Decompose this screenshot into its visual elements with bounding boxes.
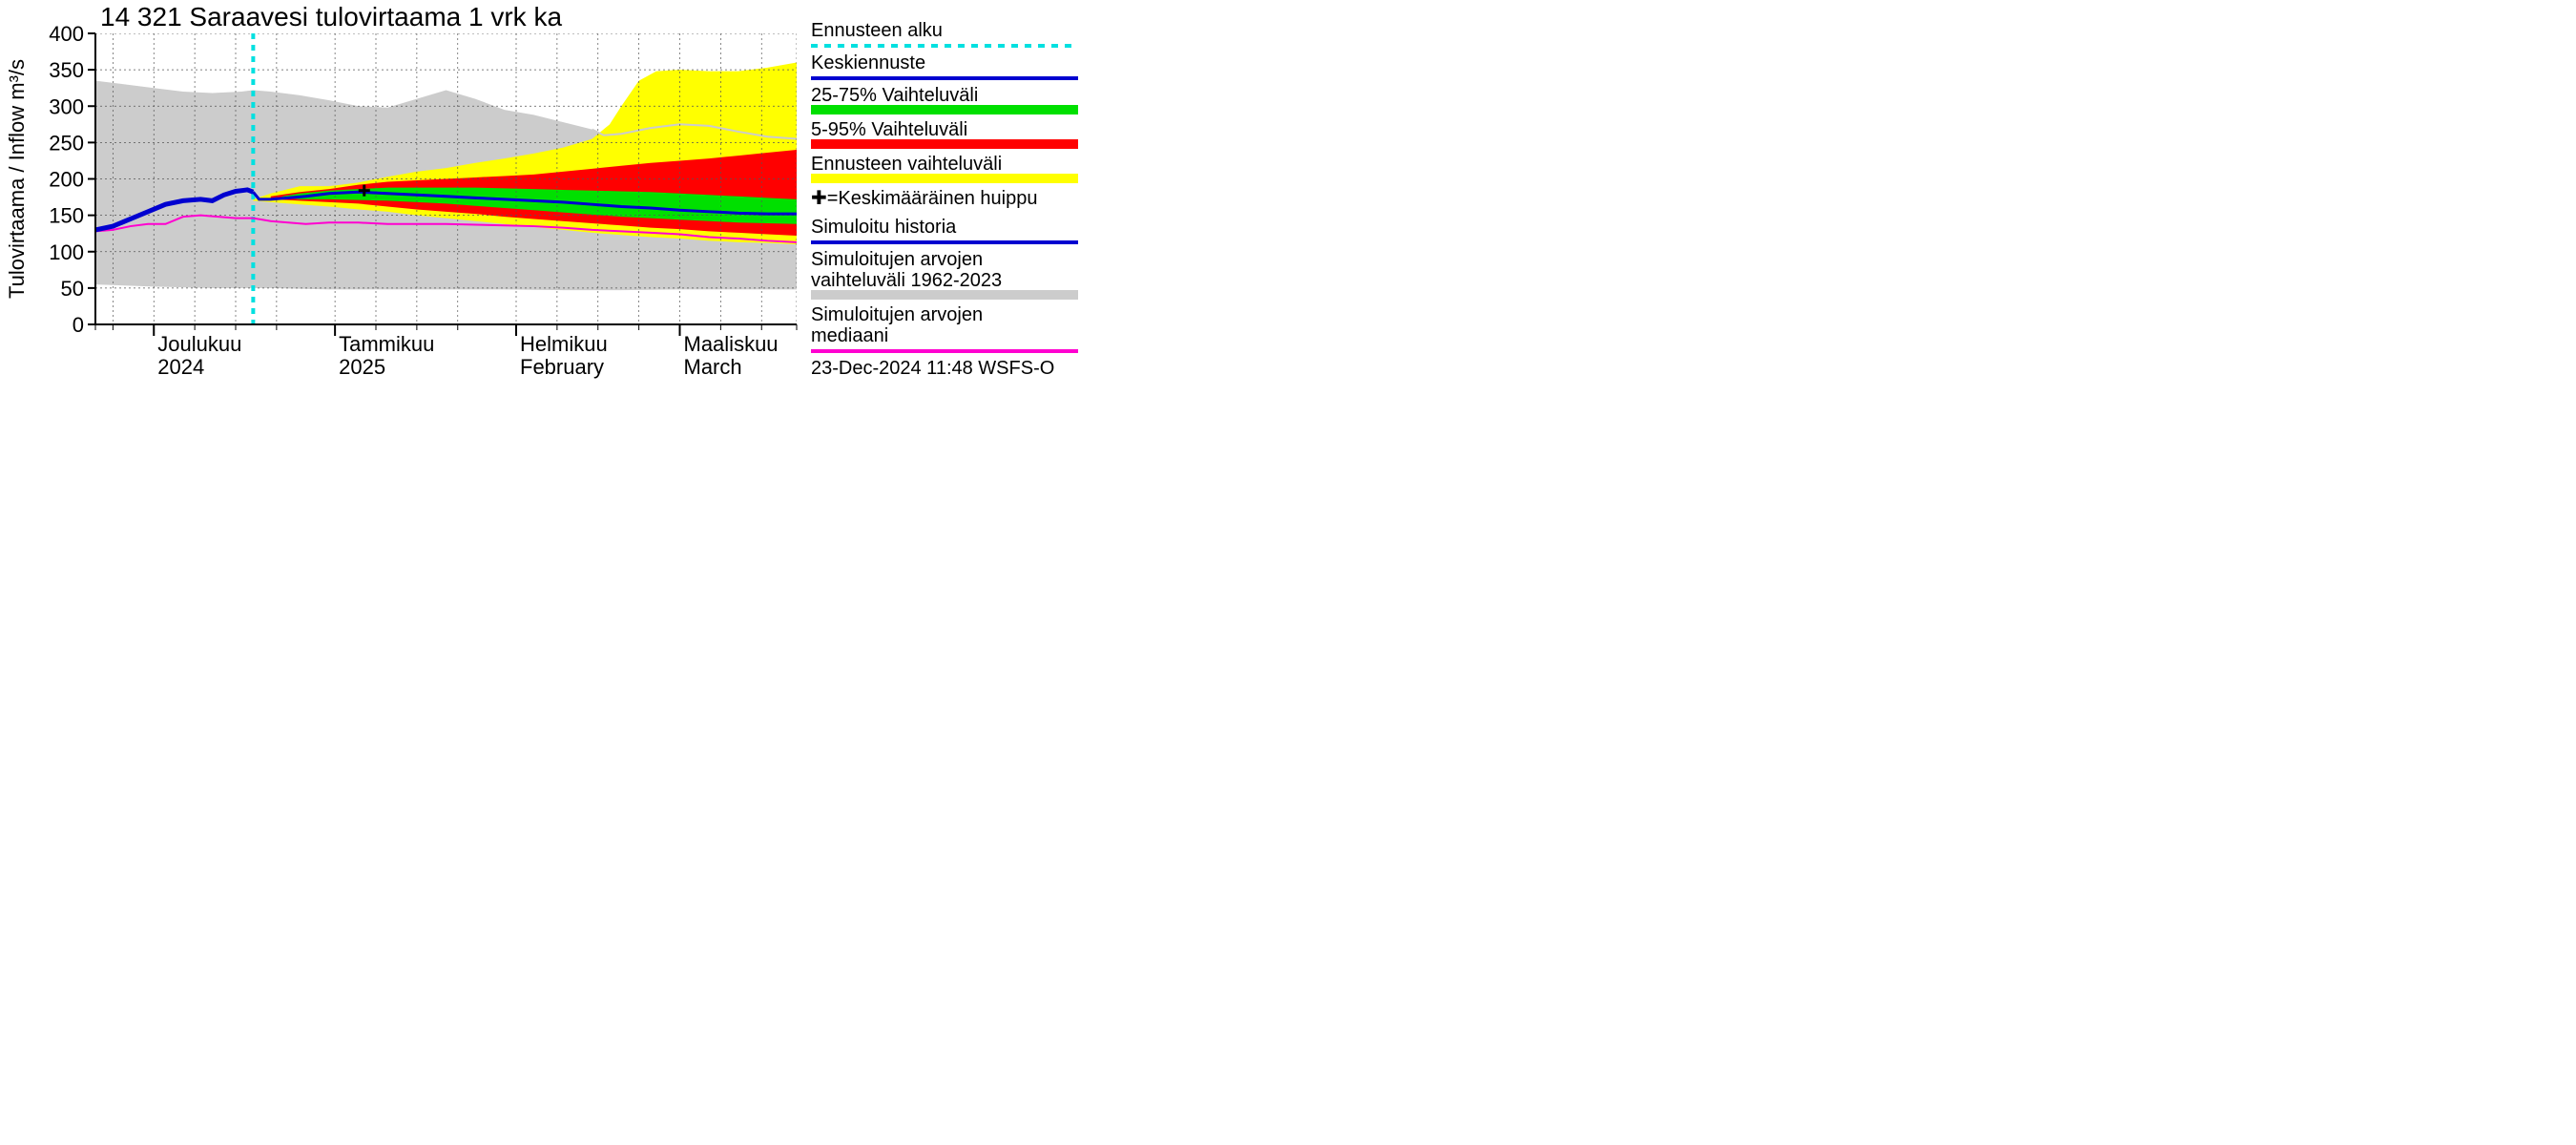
legend-label: Simuloitu historia	[811, 217, 957, 238]
legend-label: ✚=Keskimääräinen huippu	[811, 188, 1037, 209]
y-tick-label: 200	[49, 168, 84, 192]
legend-label: Simuloitujen arvojen	[811, 249, 983, 270]
inflow-forecast-chart: 0 50 100 150 200 250 300 350 400 Joulukuu2024 Tamm…	[0, 0, 1431, 636]
legend-sample	[811, 105, 1078, 114]
x-tick-label-bottom: 2025	[339, 355, 385, 379]
legend-sample	[811, 290, 1078, 300]
x-tick-label-top: Helmikuu	[520, 332, 608, 356]
y-tick-label: 50	[61, 277, 84, 301]
legend-label: Keskiennuste	[811, 52, 925, 73]
chart-container: 0 50 100 150 200 250 300 350 400 Joulukuu2024 Tamm…	[0, 0, 1431, 636]
footer-timestamp: 23-Dec-2024 11:48 WSFS-O	[811, 358, 1054, 379]
legend-sample	[811, 139, 1078, 149]
y-tick-label: 100	[49, 240, 84, 264]
legend-label: Ennusteen vaihteluväli	[811, 154, 1002, 175]
y-tick-label: 250	[49, 131, 84, 155]
legend-label: 25-75% Vaihteluväli	[811, 85, 978, 106]
legend-label: 5-95% Vaihteluväli	[811, 119, 967, 140]
legend-label: vaihteluväli 1962-2023	[811, 270, 1002, 291]
chart-title: 14 321 Saraavesi tulovirtaama 1 vrk ka	[100, 2, 562, 31]
x-tick-label-bottom: 2024	[157, 355, 204, 379]
legend-label: Ennusteen alku	[811, 20, 943, 41]
legend-label: Simuloitujen arvojen	[811, 304, 983, 325]
x-tick-label-bottom: February	[520, 355, 604, 379]
y-tick-label: 350	[49, 58, 84, 82]
y-axis-label: Tulovirtaama / Inflow m³/s	[5, 59, 29, 299]
y-tick-label: 0	[73, 313, 84, 337]
y-tick-label: 400	[49, 22, 84, 46]
legend-label: mediaani	[811, 325, 888, 346]
x-tick-label-top: Tammikuu	[339, 332, 434, 356]
legend-sample	[811, 174, 1078, 183]
x-tick-label-top: Maaliskuu	[684, 332, 779, 356]
x-tick-label-bottom: March	[684, 355, 742, 379]
y-tick-label: 150	[49, 204, 84, 228]
x-tick-label-top: Joulukuu	[157, 332, 241, 356]
y-tick-label: 300	[49, 94, 84, 118]
